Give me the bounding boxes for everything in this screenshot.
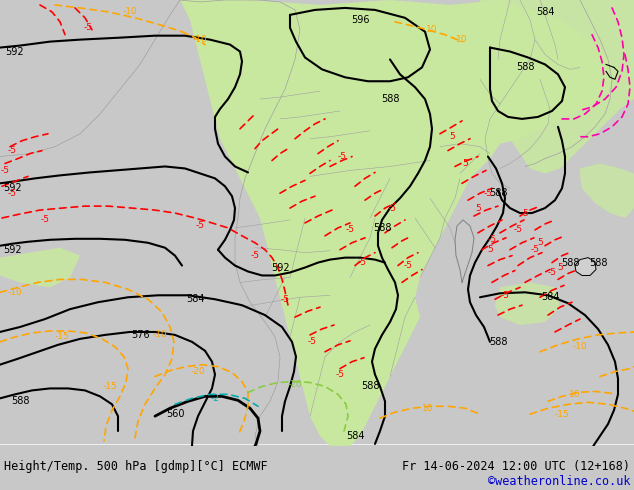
Text: -10: -10 bbox=[573, 343, 587, 351]
Text: -15: -15 bbox=[103, 382, 117, 391]
Text: ©weatheronline.co.uk: ©weatheronline.co.uk bbox=[488, 475, 630, 488]
Text: -5: -5 bbox=[195, 221, 205, 230]
Text: -5: -5 bbox=[514, 225, 522, 234]
Text: -5: -5 bbox=[488, 235, 496, 245]
Text: -5: -5 bbox=[531, 245, 540, 254]
Polygon shape bbox=[0, 248, 80, 287]
Text: 592: 592 bbox=[6, 47, 24, 56]
Text: 584: 584 bbox=[536, 7, 554, 17]
Text: 10: 10 bbox=[569, 390, 581, 399]
Text: -5: -5 bbox=[548, 268, 557, 277]
Text: -5: -5 bbox=[250, 251, 259, 260]
Text: 588: 588 bbox=[11, 396, 29, 406]
Text: 10: 10 bbox=[456, 35, 468, 44]
Text: -5: -5 bbox=[8, 146, 16, 155]
Text: -5: -5 bbox=[307, 337, 316, 346]
Text: -5: -5 bbox=[280, 295, 290, 304]
Text: 588: 588 bbox=[361, 381, 379, 392]
Polygon shape bbox=[180, 0, 615, 446]
Text: 560: 560 bbox=[165, 409, 184, 419]
Text: 588: 588 bbox=[373, 223, 391, 233]
Text: 576: 576 bbox=[131, 330, 150, 340]
Text: 584: 584 bbox=[346, 431, 365, 441]
Text: 588: 588 bbox=[489, 337, 507, 347]
Polygon shape bbox=[580, 164, 634, 218]
Text: -5: -5 bbox=[484, 189, 493, 198]
Text: -10: -10 bbox=[153, 330, 167, 340]
Text: 5: 5 bbox=[487, 245, 493, 254]
Polygon shape bbox=[495, 282, 560, 325]
Text: 584: 584 bbox=[541, 292, 559, 302]
Text: -5: -5 bbox=[358, 258, 366, 267]
Text: -10: -10 bbox=[8, 288, 22, 297]
Text: -10: -10 bbox=[122, 7, 138, 16]
Text: -15: -15 bbox=[55, 332, 69, 342]
Text: -5: -5 bbox=[8, 189, 16, 198]
Text: 588: 588 bbox=[589, 258, 607, 268]
Text: Fr 14-06-2024 12:00 UTC (12+168): Fr 14-06-2024 12:00 UTC (12+168) bbox=[402, 460, 630, 473]
Text: -5: -5 bbox=[335, 370, 344, 379]
Text: 588: 588 bbox=[381, 94, 399, 104]
Text: -20: -20 bbox=[191, 367, 205, 376]
Text: -5: -5 bbox=[84, 23, 93, 32]
Text: -15: -15 bbox=[555, 410, 569, 418]
Text: -5: -5 bbox=[41, 216, 49, 224]
Text: -5: -5 bbox=[346, 225, 354, 234]
Text: 5: 5 bbox=[522, 209, 528, 218]
Text: 5: 5 bbox=[537, 238, 543, 247]
Text: -10: -10 bbox=[193, 35, 207, 44]
Text: 5: 5 bbox=[462, 159, 468, 168]
Text: -5: -5 bbox=[500, 291, 510, 300]
Text: -5: -5 bbox=[1, 166, 10, 175]
Text: 592: 592 bbox=[3, 245, 22, 255]
Text: 10: 10 bbox=[426, 25, 437, 34]
Text: 588: 588 bbox=[489, 188, 507, 198]
Text: 596: 596 bbox=[351, 15, 369, 25]
Text: -5: -5 bbox=[337, 152, 347, 161]
Text: Height/Temp. 500 hPa [gdmp][°C] ECMWF: Height/Temp. 500 hPa [gdmp][°C] ECMWF bbox=[4, 460, 268, 473]
Text: 5: 5 bbox=[557, 263, 563, 272]
Polygon shape bbox=[478, 0, 634, 173]
Text: 5: 5 bbox=[449, 132, 455, 141]
Text: 588: 588 bbox=[515, 62, 534, 73]
Text: 584: 584 bbox=[186, 294, 204, 304]
Text: 588: 588 bbox=[560, 258, 579, 268]
Text: 5: 5 bbox=[475, 203, 481, 213]
Text: -2: -2 bbox=[210, 394, 219, 403]
Text: 592: 592 bbox=[3, 183, 22, 193]
Text: -20: -20 bbox=[288, 380, 302, 389]
Text: -5: -5 bbox=[403, 261, 413, 270]
Text: 10: 10 bbox=[422, 404, 434, 413]
Text: 592: 592 bbox=[271, 263, 289, 272]
Polygon shape bbox=[575, 258, 596, 275]
Text: -5: -5 bbox=[387, 203, 396, 213]
